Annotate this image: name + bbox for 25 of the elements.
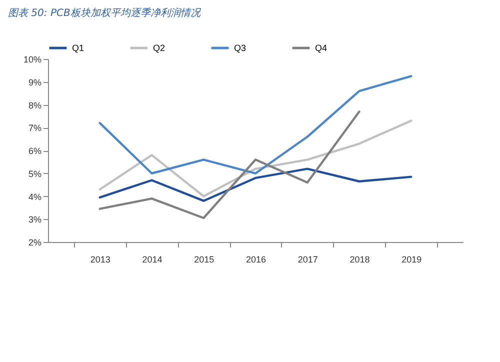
line-series — [98, 120, 412, 198]
y-tick-label: 10% — [23, 54, 42, 64]
x-tick-label: 2014 — [142, 254, 162, 264]
y-tick-label: 9% — [28, 77, 42, 88]
y-tick-label: 2% — [28, 238, 42, 248]
y-tick-label: 6% — [28, 146, 42, 156]
legend-label: Q1 — [72, 43, 84, 53]
line-series — [98, 75, 412, 174]
legend-label: Q2 — [153, 43, 166, 53]
y-tick-label: 4% — [28, 192, 42, 202]
legend-label: Q4 — [315, 43, 328, 53]
x-tick-label: 2016 — [246, 254, 266, 264]
x-tick-label: 2015 — [194, 254, 214, 264]
line-series — [98, 110, 360, 220]
y-tick-label: 5% — [28, 168, 42, 179]
y-tick-label: 7% — [28, 123, 42, 134]
legend-label: Q3 — [234, 43, 246, 53]
x-tick-label: 2013 — [90, 254, 110, 264]
x-tick-label: 2017 — [298, 254, 318, 264]
x-tick-label: 2019 — [402, 254, 422, 264]
y-tick-label: 8% — [28, 100, 42, 110]
y-tick-label: 3% — [28, 214, 42, 225]
chart-title: 图表 50: PCB板块加权平均逐季净利润情况 — [8, 7, 202, 19]
line-series — [98, 168, 412, 202]
x-tick-label: 2018 — [350, 254, 370, 264]
